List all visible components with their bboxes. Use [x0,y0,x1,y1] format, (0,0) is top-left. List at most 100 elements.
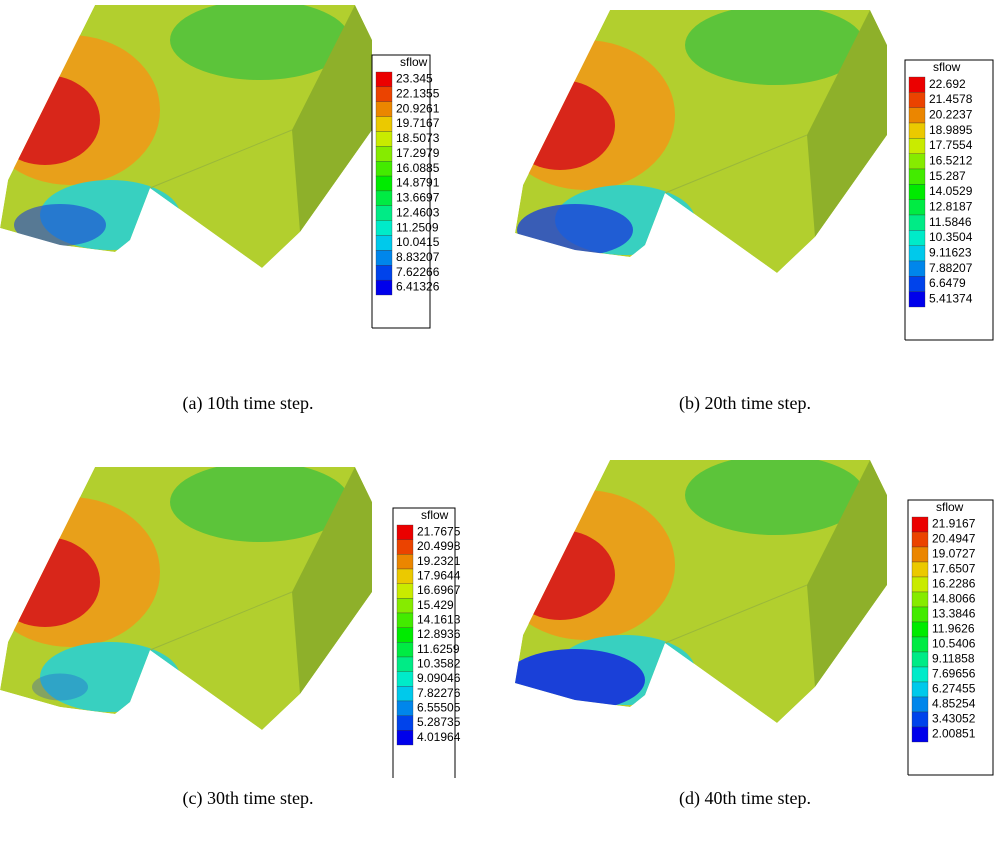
legend-label: 6.41326 [396,280,440,294]
legend-label: 14.0529 [929,184,973,198]
legend-label: 17.7554 [929,138,973,152]
legend-label: 15.429 [417,598,454,612]
side-face [292,5,372,232]
zone-green [685,10,865,85]
legend-label: 5.41374 [929,292,973,306]
legend-swatch [396,656,414,672]
legend-box [904,59,994,341]
legend-swatch [908,92,926,108]
legend-swatch [908,230,926,246]
legend: sflow 21.916720.494719.072717.650716.2286… [907,499,994,776]
legend-label: 18.9895 [929,123,973,137]
legend-swatch [911,561,929,578]
legend-swatch [908,76,926,93]
legend-swatch [396,598,414,614]
render-3d [0,467,372,730]
caption: (b) 20th time step. [679,393,811,414]
legend-swatch [911,726,929,743]
legend-swatch [911,531,929,548]
legend-swatch [911,606,929,623]
legend-label: 19.0727 [932,547,976,561]
legend-swatch [396,583,414,599]
legend-swatch [375,71,393,88]
legend-swatch [396,686,414,702]
legend-swatch [375,265,393,281]
legend-swatch [396,627,414,643]
legend-swatch [911,591,929,608]
legend-label: 7.69656 [932,667,976,681]
legend-label: 8.83207 [396,250,440,264]
body [0,5,372,268]
edge [664,584,808,644]
legend-label: 7.62266 [396,265,440,279]
legend-swatch [375,161,393,177]
legend-label: 22.1355 [396,86,440,100]
legend-swatch [375,175,393,192]
legend-label: 2.00851 [932,727,976,741]
legend-swatch [911,696,929,713]
legend-label: 7.82276 [417,686,461,700]
legend-label: 16.2286 [932,577,976,591]
edge [149,129,293,189]
legend-swatch [911,636,929,653]
zone-green [170,5,350,80]
legend-swatch [375,250,393,266]
legend-title: sflow [400,55,428,69]
body [515,460,887,723]
legend-label: 13.3846 [932,607,976,621]
legend-swatch [908,291,926,308]
legend-label: 14.1613 [417,613,461,627]
legend-swatch [375,86,393,102]
legend-label: 20.4947 [932,532,976,546]
legend-box [907,499,994,776]
zone-green [170,467,350,542]
zone-blue [515,649,645,711]
legend: sflow23.34522.135520.926119.716718.50731… [371,54,440,329]
legend-swatch [396,700,414,716]
legend-label: 5.28735 [417,715,461,729]
zone-green [685,460,865,535]
side-face [807,460,887,687]
legend-label: 19.7167 [396,116,440,130]
legend-label: 11.9626 [932,622,975,636]
legend-label: 6.6479 [929,276,966,290]
legend-swatch [396,642,414,658]
legend-box [392,507,456,778]
legend-swatch [911,576,929,593]
legend-swatch [908,107,926,124]
legend-label: 11.5846 [929,215,972,229]
legend-label: 17.6507 [932,562,976,576]
legend-label: 11.6259 [417,642,460,656]
legend-swatch [375,101,393,117]
legend-label: 20.4998 [417,539,461,553]
edge [664,134,808,194]
legend-swatch [908,276,926,292]
legend-label: 16.6967 [417,583,461,597]
caption: (d) 40th time step. [679,788,811,809]
legend-label: 18.5073 [396,131,440,145]
legend-swatch [911,546,929,563]
zone-red [515,80,615,170]
caption: (c) 30th time step. [183,788,314,809]
legend-swatch [908,168,926,185]
legend-swatch [396,568,414,584]
legend-swatch [908,214,926,231]
legend-label: 14.8791 [396,176,440,190]
legend-label: 10.3582 [417,657,461,671]
legend-label: 16.0885 [396,161,440,175]
legend-swatch [911,621,929,638]
legend-swatch [375,131,393,147]
legend-swatch [908,260,926,277]
legend-swatch [908,184,926,200]
render-3d [515,10,887,273]
legend-swatch [375,205,393,221]
legend-label: 12.8187 [929,200,973,214]
zone-red [515,530,615,620]
legend-swatch [396,612,414,628]
legend-label: 17.9644 [417,569,461,583]
edge [149,591,293,651]
legend-label: 4.01964 [417,730,461,744]
legend-swatch [908,245,926,262]
legend-label: 10.0415 [396,235,440,249]
